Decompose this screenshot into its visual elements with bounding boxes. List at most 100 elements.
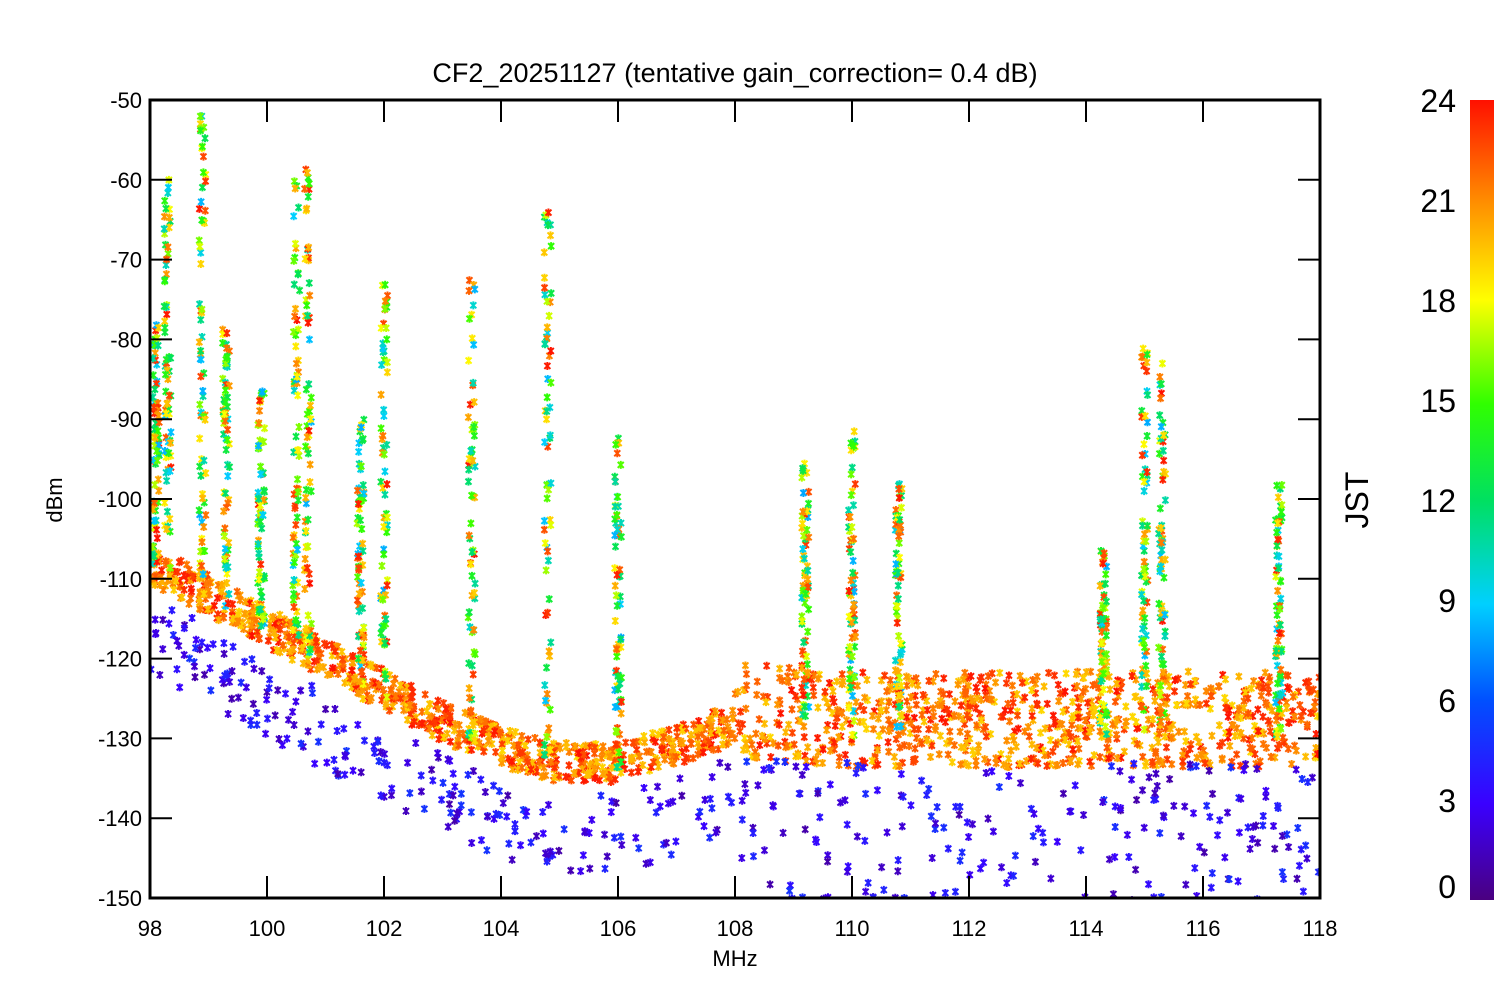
scatter-point — [168, 606, 176, 615]
scatter-point — [1262, 792, 1270, 801]
signal-point — [196, 126, 205, 135]
scatter-point — [1248, 734, 1256, 743]
signal-point — [1278, 500, 1286, 509]
scatter-point — [1005, 671, 1013, 680]
scatter-point — [304, 727, 312, 736]
scatter-point — [1192, 732, 1201, 741]
scatter-point — [156, 670, 164, 679]
signal-point — [1157, 524, 1165, 533]
scatter-point — [649, 758, 658, 767]
signal-point — [162, 409, 170, 418]
signal-point — [200, 456, 208, 465]
scatter-point — [239, 713, 248, 722]
scatter-point — [814, 703, 822, 712]
scatter-point — [758, 731, 766, 740]
scatter-point — [749, 852, 758, 861]
scatter-point — [853, 832, 862, 841]
scatter-point — [491, 748, 500, 757]
x-tick-label: 118 — [1302, 916, 1337, 941]
scatter-point — [741, 780, 749, 789]
signal-point — [1275, 704, 1283, 713]
scatter-point — [751, 753, 760, 762]
signal-point — [1159, 475, 1167, 484]
scatter-point — [524, 757, 532, 766]
signal-point — [222, 563, 230, 572]
signal-point — [255, 396, 264, 405]
signal-point — [611, 477, 620, 486]
scatter-point — [1234, 877, 1242, 886]
signal-point — [1098, 657, 1106, 666]
scatter-point — [918, 739, 926, 748]
scatter-point — [1298, 775, 1306, 784]
x-tick-label: 108 — [717, 916, 754, 941]
scatter-point — [279, 641, 287, 650]
scatter-point — [988, 767, 996, 776]
scatter-point — [1292, 746, 1301, 755]
signal-point — [467, 519, 475, 528]
scatter-point — [803, 743, 812, 752]
scatter-point — [229, 642, 237, 651]
scatter-point — [885, 698, 893, 707]
scatter-point — [926, 753, 935, 762]
signal-point — [1141, 411, 1149, 420]
scatter-point — [1295, 861, 1304, 870]
signal-point — [470, 423, 478, 432]
scatter-point — [477, 836, 486, 845]
scatter-point — [1284, 843, 1293, 852]
scatter-point — [1122, 717, 1131, 726]
signal-point — [541, 681, 549, 690]
scatter-point — [642, 859, 650, 868]
signal-point — [1142, 661, 1150, 670]
scatter-point — [756, 741, 764, 750]
signal-point — [1139, 344, 1147, 353]
scatter-point — [1001, 706, 1009, 715]
scatter-point — [406, 701, 414, 710]
signal-point — [154, 341, 162, 350]
signal-point — [225, 589, 233, 598]
scatter-point — [1051, 740, 1060, 749]
scatter-point — [1284, 744, 1292, 753]
scatter-point — [852, 769, 860, 778]
scatter-point — [766, 880, 774, 889]
scatter-point — [574, 749, 583, 758]
signal-point — [359, 656, 367, 665]
scatter-point — [696, 807, 704, 816]
scatter-point — [1215, 682, 1223, 691]
signal-point — [303, 433, 311, 442]
scatter-point — [360, 736, 369, 745]
scatter-point — [1293, 874, 1301, 883]
scatter-point — [907, 693, 915, 702]
signal-point — [1275, 629, 1284, 638]
signal-point — [1161, 610, 1169, 619]
scatter-point — [1221, 693, 1229, 702]
signal-point — [162, 476, 171, 485]
scatter-point — [781, 757, 789, 766]
scatter-point — [927, 812, 935, 821]
signal-point — [1155, 729, 1164, 738]
signal-point — [541, 290, 549, 299]
scatter-point — [190, 662, 199, 671]
scatter-point — [288, 707, 297, 716]
signal-point — [291, 184, 299, 193]
signal-point — [895, 702, 903, 711]
scatter-point — [1208, 731, 1216, 740]
scatter-point — [1232, 750, 1241, 759]
scatter-point — [754, 781, 762, 790]
y-tick-label: -110 — [100, 567, 142, 592]
signal-point — [545, 647, 553, 656]
scatter-point — [539, 829, 547, 838]
scatter-point — [880, 885, 888, 894]
scatter-point — [499, 799, 508, 808]
signal-point — [613, 449, 621, 458]
signal-point — [302, 485, 311, 494]
scatter-point — [1079, 687, 1087, 696]
scatter-point — [1105, 855, 1114, 864]
colorbar-tick-label: 0 — [1438, 869, 1456, 905]
signal-point — [354, 654, 363, 663]
signal-point — [611, 542, 620, 551]
scatter-point — [449, 769, 457, 778]
scatter-point — [1163, 693, 1171, 702]
signal-point — [1277, 507, 1286, 516]
signal-point — [1277, 665, 1285, 674]
signal-point — [154, 475, 162, 484]
